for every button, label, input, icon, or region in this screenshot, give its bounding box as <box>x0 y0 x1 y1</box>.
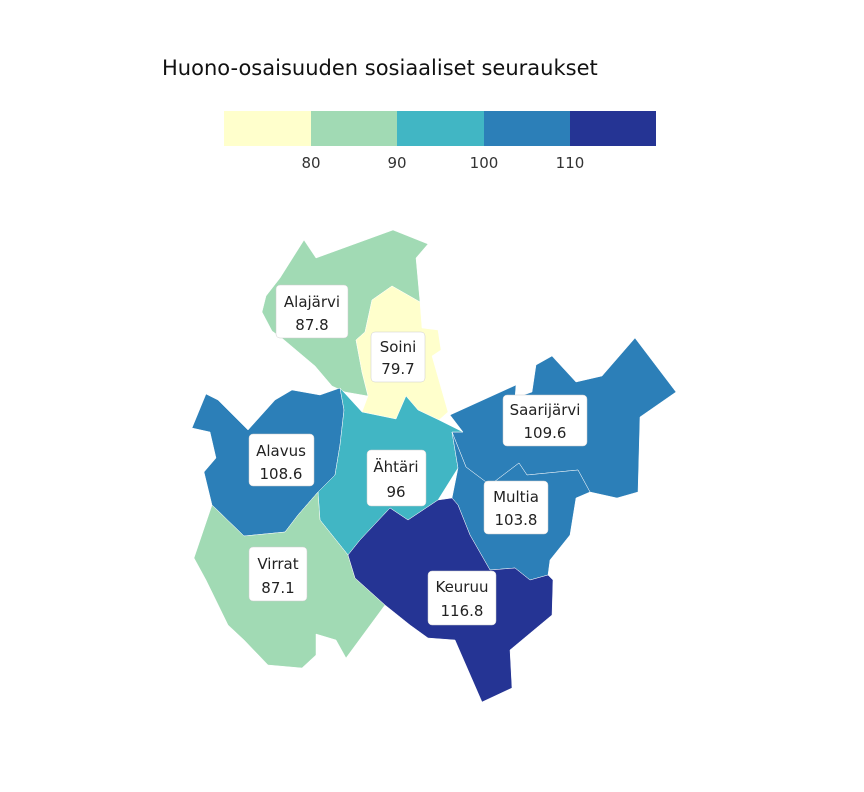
label-keuruu: Keuruu 116.8 <box>427 570 497 626</box>
label-value: 116.8 <box>441 602 484 620</box>
label-name: Alavus <box>256 442 306 460</box>
label-name: Keuruu <box>435 578 488 596</box>
label-name: Ähtäri <box>373 457 418 476</box>
label-value: 96 <box>386 483 405 501</box>
label-value: 87.8 <box>295 316 328 334</box>
label-virrat: Virrat 87.1 <box>248 546 308 602</box>
label-name: Virrat <box>257 555 298 573</box>
legend-swatch-3 <box>397 111 484 146</box>
legend-swatch-2 <box>311 111 397 146</box>
label-name: Saarijärvi <box>510 401 581 419</box>
legend-swatch-1 <box>224 111 311 146</box>
label-multia: Multia 103.8 <box>483 480 549 535</box>
label-soini: Soini 79.7 <box>370 331 426 383</box>
label-alajarvi: Alajärvi 87.8 <box>275 284 349 339</box>
label-saarijarvi: Saarijärvi 109.6 <box>502 394 588 447</box>
label-ahtari: Ähtäri 96 <box>366 449 427 507</box>
label-name: Alajärvi <box>284 293 340 311</box>
legend-swatch-5 <box>570 111 656 146</box>
legend-swatch-4 <box>484 111 570 146</box>
label-name: Soini <box>380 338 417 356</box>
label-value: 79.7 <box>381 360 414 378</box>
legend-tick-80: 80 <box>301 154 321 172</box>
legend-tick-100: 100 <box>469 154 499 172</box>
label-value: 109.6 <box>524 424 567 442</box>
label-value: 87.1 <box>261 579 294 597</box>
map-title: Huono-osaisuuden sosiaaliset seuraukset <box>162 56 598 80</box>
label-name: Multia <box>493 488 539 506</box>
color-legend: 80 90 100 110 <box>224 111 656 172</box>
legend-tick-110: 110 <box>555 154 585 172</box>
label-value: 108.6 <box>260 465 303 483</box>
label-alavus: Alavus 108.6 <box>248 433 315 487</box>
label-value: 103.8 <box>495 511 538 529</box>
legend-tick-90: 90 <box>387 154 407 172</box>
